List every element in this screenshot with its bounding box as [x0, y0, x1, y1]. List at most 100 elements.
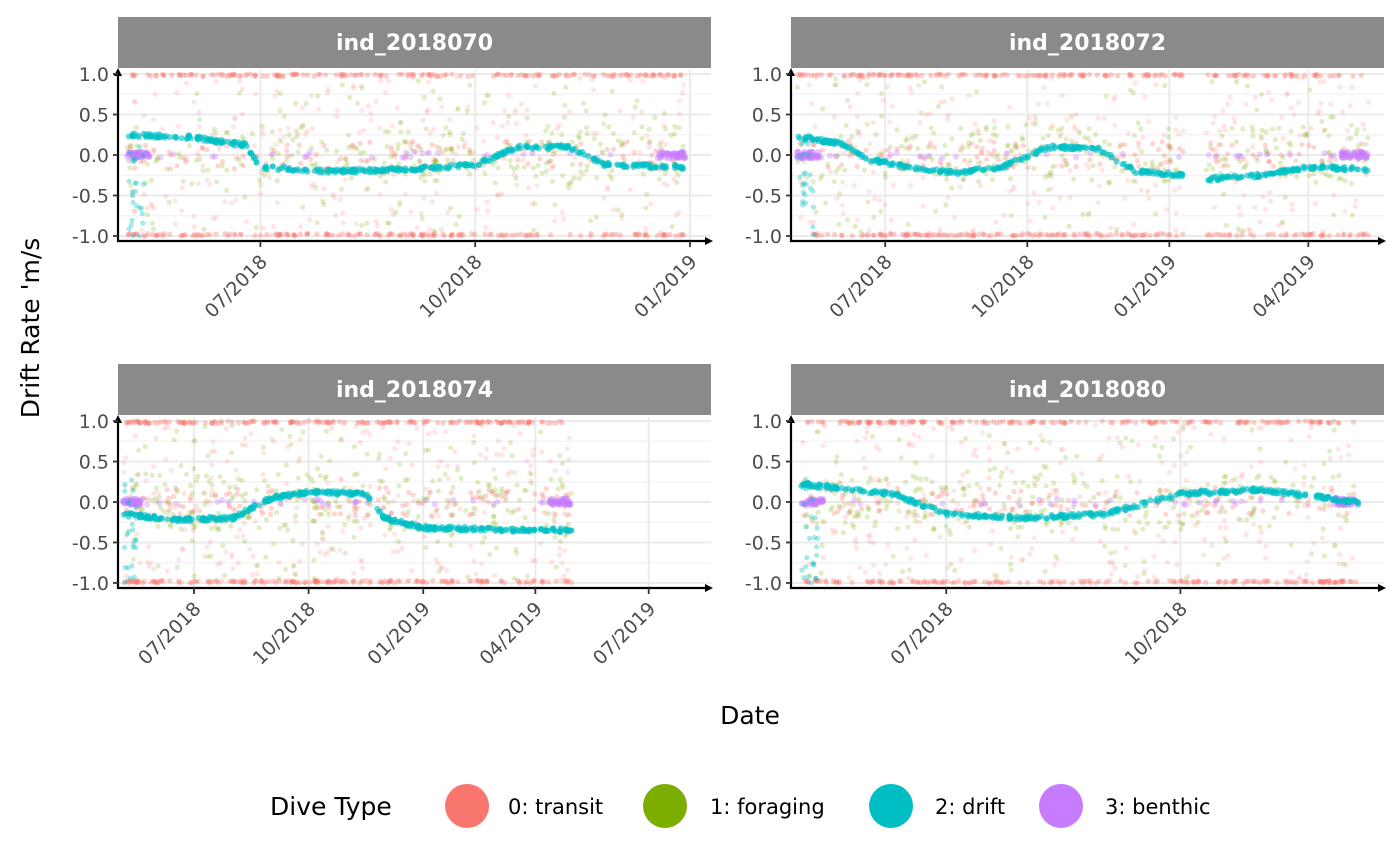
- scatter-point: [669, 224, 675, 230]
- scatter-point: [560, 484, 566, 490]
- scatter-point: [615, 207, 621, 213]
- scatter-point: [434, 73, 441, 79]
- scatter-point: [646, 140, 652, 146]
- scatter-point: [372, 232, 378, 238]
- scatter-point: [1241, 73, 1247, 79]
- scatter-point: [665, 72, 672, 78]
- scatter-point: [402, 139, 409, 145]
- scatter-point: [511, 575, 517, 582]
- scatter-point: [449, 145, 455, 151]
- scatter-point: [229, 72, 236, 78]
- scatter-point: [300, 123, 306, 129]
- scatter-point: [538, 540, 544, 547]
- scatter-point: [854, 545, 860, 551]
- scatter-point: [491, 73, 497, 79]
- scatter-point: [275, 472, 282, 478]
- scatter-point: [945, 162, 951, 168]
- scatter-point: [391, 153, 398, 159]
- scatter-point: [428, 513, 435, 519]
- scatter-point: [361, 149, 367, 155]
- scatter-point: [671, 176, 677, 182]
- scatter-point: [129, 217, 135, 223]
- scatter-point: [204, 544, 210, 550]
- scatter-point: [1171, 462, 1177, 468]
- scatter-point: [122, 481, 128, 488]
- scatter-point: [600, 71, 607, 77]
- scatter-point: [524, 115, 530, 121]
- scatter-point: [415, 513, 421, 520]
- scatter-point: [1079, 471, 1085, 477]
- scatter-point: [216, 146, 222, 153]
- scatter-point: [671, 131, 678, 137]
- scatter-point: [1149, 159, 1155, 165]
- scatter-point: [417, 164, 424, 171]
- scatter-point: [164, 166, 170, 172]
- scatter-point: [233, 467, 239, 473]
- scatter-point: [840, 210, 846, 216]
- scatter-point: [1363, 141, 1369, 147]
- scatter-point: [308, 162, 314, 168]
- scatter-point: [237, 90, 243, 96]
- scatter-point: [150, 146, 156, 152]
- scatter-point: [459, 136, 465, 142]
- scatter-point: [455, 144, 461, 150]
- scatter-point: [1113, 158, 1120, 165]
- scatter-point: [623, 71, 630, 78]
- scatter-point: [460, 231, 466, 237]
- scatter-point: [447, 420, 453, 426]
- scatter-point: [1293, 158, 1299, 164]
- scatter-point: [222, 199, 228, 205]
- scatter-point: [1247, 231, 1254, 237]
- scatter-point: [250, 153, 257, 160]
- scatter-point: [273, 141, 279, 147]
- scatter-point: [1282, 194, 1288, 200]
- scatter-point: [410, 148, 417, 155]
- scatter-point: [137, 560, 143, 566]
- scatter-point: [1121, 142, 1128, 148]
- scatter-point: [1005, 124, 1011, 130]
- scatter-point: [865, 231, 871, 237]
- scatter-point: [268, 152, 274, 158]
- scatter-point: [415, 522, 422, 529]
- scatter-point: [517, 580, 523, 586]
- scatter-point: [679, 148, 686, 155]
- scatter-point: [160, 233, 166, 239]
- scatter-point: [951, 488, 957, 494]
- panel-ind_2018080: ind_2018080-1.0-0.50.00.51.007/2018 10/20…: [745, 364, 1386, 669]
- scatter-point: [1064, 117, 1070, 123]
- scatter-point: [363, 186, 369, 193]
- scatter-point: [340, 210, 346, 216]
- scatter-point: [178, 208, 184, 214]
- scatter-point: [458, 73, 464, 79]
- scatter-point: [229, 450, 235, 456]
- scatter-point: [433, 157, 439, 163]
- scatter-point: [912, 231, 918, 237]
- scatter-point: [1058, 460, 1064, 466]
- scatter-point: [630, 162, 637, 169]
- scatter-point: [222, 572, 228, 579]
- scatter-point: [136, 447, 142, 453]
- scatter-point: [549, 73, 555, 79]
- scatter-point: [563, 143, 570, 150]
- scatter-point: [1266, 189, 1273, 196]
- scatter-point: [887, 119, 893, 125]
- scatter-point: [297, 231, 303, 237]
- scatter-point: [1313, 179, 1319, 185]
- scatter-point: [1162, 82, 1168, 89]
- scatter-point: [373, 231, 379, 237]
- scatter-point: [340, 73, 346, 79]
- scatter-point: [360, 430, 366, 436]
- scatter-point: [240, 533, 246, 539]
- scatter-point: [1093, 231, 1099, 237]
- scatter-point: [1139, 167, 1146, 174]
- scatter-point: [1235, 175, 1242, 182]
- scatter-point: [342, 155, 348, 162]
- scatter-point: [343, 73, 349, 79]
- scatter-point: [517, 431, 523, 437]
- scatter-point: [540, 419, 546, 425]
- scatter-point: [390, 165, 396, 171]
- scatter-point: [1365, 135, 1371, 141]
- scatter-point: [164, 499, 170, 505]
- scatter-point: [237, 527, 243, 533]
- scatter-point: [336, 232, 342, 238]
